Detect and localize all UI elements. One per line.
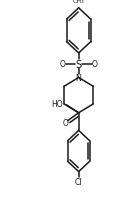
Text: HO: HO [51,100,63,109]
Text: O: O [60,60,66,69]
Text: S: S [76,59,82,69]
Text: Cl: Cl [75,177,82,186]
Text: CH₃: CH₃ [73,0,84,4]
Text: N: N [76,74,82,83]
Text: O: O [91,60,97,69]
Text: O: O [62,119,68,127]
